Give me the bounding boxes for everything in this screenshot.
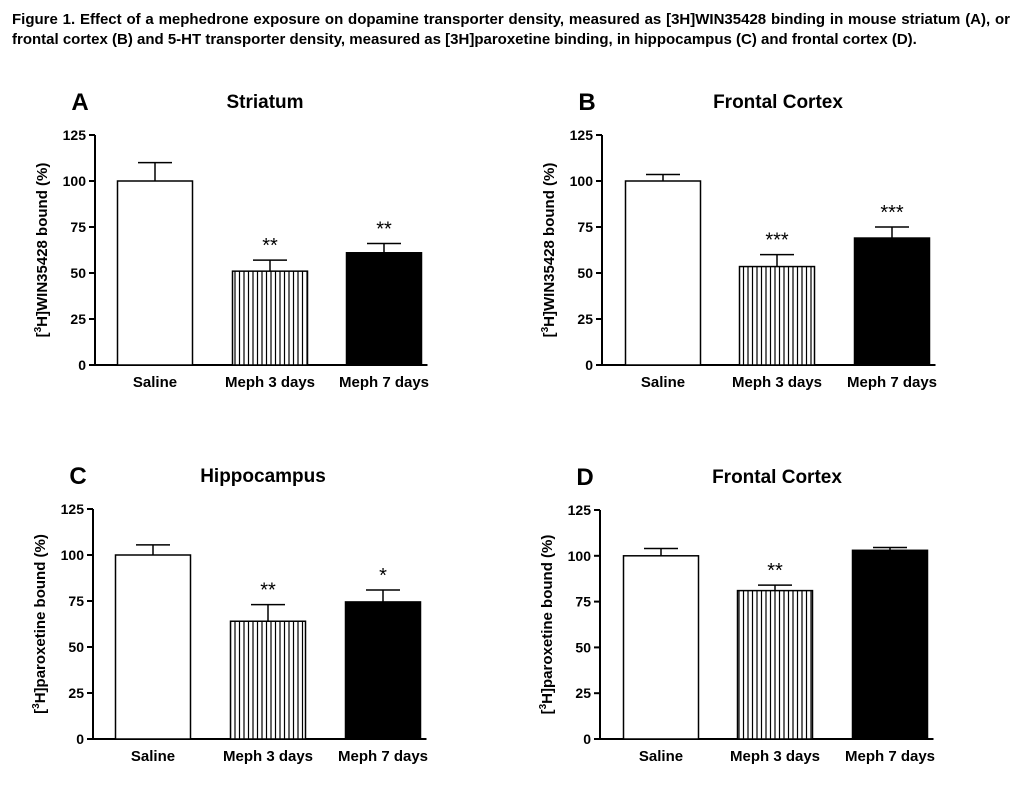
panel-c-title: Hippocampus [200, 466, 326, 487]
panel-c-ytick-label: 100 [61, 547, 85, 563]
panel-c-bar-2 [229, 620, 307, 740]
panel-b-ytick-label: 100 [570, 173, 594, 189]
panel-c-ytick-label: 50 [68, 639, 84, 655]
panel-c-ytick-label: 125 [61, 501, 85, 517]
panel-d-ytick-label: 25 [575, 685, 591, 701]
panel-d-ytick-label: 75 [575, 594, 591, 610]
panel-b-ytick-label: 125 [570, 127, 594, 143]
panel-a-category-label: Saline [133, 374, 177, 391]
panel-b-category-label: Saline [641, 374, 685, 391]
panel-a-category-label: Meph 7 days [339, 374, 429, 391]
panel-d-title: Frontal Cortex [712, 467, 842, 488]
panel-d-bar-1 [622, 555, 700, 740]
panel-b-category-label: Meph 7 days [847, 374, 937, 391]
panel-d-ylabel: [3H]paroxetine bound (%) [538, 535, 556, 715]
panel-a-ytick-label: 125 [63, 127, 87, 143]
panel-b-title: Frontal Cortex [713, 92, 843, 113]
panel-a-significance: ** [262, 235, 278, 257]
panel-b-ytick-label: 50 [577, 265, 593, 281]
panel-c-bar-3 [344, 601, 422, 740]
panel-c-ytick-label: 75 [68, 593, 84, 609]
panel-c-category-label: Saline [131, 748, 175, 765]
panel-c-bar-1 [114, 554, 192, 740]
panel-a-ytick-label: 100 [63, 173, 87, 189]
panel-c-letter: C [69, 463, 86, 490]
panel-b-bar-1 [624, 180, 702, 366]
panel-a-ytick-label: 75 [70, 219, 86, 235]
panel-a-ytick-label: 50 [70, 265, 86, 281]
panel-a-ytick-label: 0 [78, 357, 86, 373]
panel-c-ytick-label: 0 [76, 731, 84, 747]
panel-a-ytick-label: 25 [70, 311, 86, 327]
panel-a-bar-3 [345, 252, 423, 366]
panel-b-ytick-label: 0 [585, 357, 593, 373]
figure-caption: Figure 1. Effect of a mephedrone exposur… [12, 11, 1010, 48]
panel-b-ytick-label: 75 [577, 219, 593, 235]
panel-a-category-label: Meph 3 days [225, 374, 315, 391]
panel-a-significance: ** [376, 219, 392, 241]
panel-d-significance: ** [767, 560, 783, 582]
panel-a-letter: A [71, 89, 88, 116]
panel-d-ytick-label: 0 [583, 731, 591, 747]
panel-a-bar-1 [116, 180, 194, 366]
panel-a-ylabel: [3H]WIN35428 bound (%) [33, 163, 51, 338]
panel-d-ytick-label: 50 [575, 639, 591, 655]
panel-a-title: Striatum [226, 92, 303, 113]
panel-c-significance: * [379, 565, 387, 587]
panel-b-category-label: Meph 3 days [732, 374, 822, 391]
panel-b-ylabel: [3H]WIN35428 bound (%) [540, 163, 558, 338]
panel-b-significance: *** [765, 230, 789, 252]
panel-b-bar-2 [738, 265, 816, 366]
panel-c-ytick-label: 25 [68, 685, 84, 701]
panel-d-category-label: Meph 3 days [730, 748, 820, 765]
panel-d-bar-2 [736, 589, 814, 740]
panel-d-ytick-label: 125 [568, 502, 592, 518]
panel-d-bar-3 [851, 549, 929, 740]
panel-c-ylabel: [3H]paroxetine bound (%) [31, 534, 49, 714]
panel-b-letter: B [578, 89, 595, 116]
panel-d-ytick-label: 100 [568, 548, 592, 564]
panel-b-significance: *** [880, 202, 904, 224]
panel-c-category-label: Meph 7 days [338, 748, 428, 765]
panel-a-bar-2 [231, 270, 309, 366]
panel-b-ytick-label: 25 [577, 311, 593, 327]
panel-c-significance: ** [260, 580, 276, 602]
panel-c-category-label: Meph 3 days [223, 748, 313, 765]
panel-d-category-label: Saline [639, 748, 683, 765]
panel-d-letter: D [576, 464, 593, 491]
panel-d-category-label: Meph 7 days [845, 748, 935, 765]
panel-b-bar-3 [853, 237, 931, 366]
